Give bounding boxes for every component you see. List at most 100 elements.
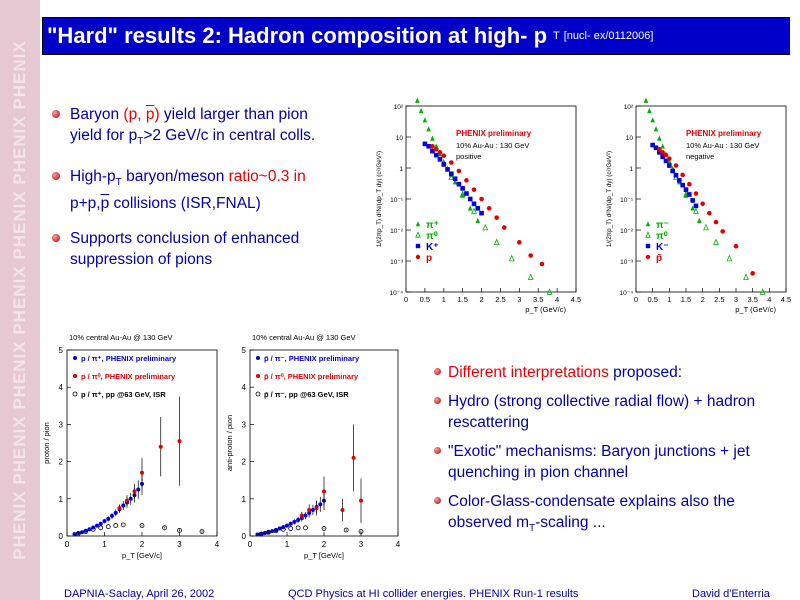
data-point — [288, 521, 293, 526]
spectra-positive-plot: 0 0.5 1 1.5 2 2.5 3 3.5 4 4.5 10⁻⁴ 10⁻³ 10⁻² 10⁻¹ 1 10 1… — [376, 97, 581, 314]
data-point — [467, 205, 473, 211]
title-subscript: T — [553, 30, 560, 42]
data-point — [452, 179, 458, 185]
x-tick-label: 2 — [140, 540, 145, 549]
x-tick-label: 2.5 — [714, 295, 724, 304]
y-tick-label: 5 — [59, 346, 64, 355]
legend-marker — [415, 231, 421, 238]
x-tick-label: 2 — [701, 295, 705, 304]
data-point — [351, 455, 356, 460]
data-point — [258, 531, 264, 537]
spectra-negative-plot: 0 0.5 1 1.5 2 2.5 3 3.5 4 4.5 10⁻⁴ 10⁻³ 10⁻² 10⁻¹ 1 10 1… — [606, 97, 791, 314]
bullet-pion-suppression: Supports conclusion of enhanced suppress… — [52, 228, 362, 270]
data-point — [295, 525, 301, 531]
x-tick-label: 1.5 — [457, 295, 467, 304]
data-point — [475, 206, 481, 211]
data-point — [703, 223, 709, 231]
data-point — [299, 513, 304, 518]
data-point — [677, 178, 682, 183]
x-axis-label: p_T (GeV/c) — [735, 305, 776, 314]
data-point — [303, 513, 308, 518]
data-point — [72, 532, 77, 537]
data-point — [759, 288, 766, 295]
data-point — [98, 525, 104, 531]
data-point — [448, 173, 455, 181]
y-tick-label: 2 — [59, 458, 64, 467]
y-tick-label: 3 — [59, 420, 64, 429]
x-tick-label: 4 — [396, 540, 401, 549]
bullet-interpretations: Different interpretations proposed: — [434, 362, 794, 383]
data-point — [106, 516, 111, 521]
y-tick-label: 4 — [59, 383, 64, 392]
data-point — [90, 526, 96, 532]
y-axis-label: 1/(2πp_T) d²N/(dp_T dy) (c²/GeV²) — [376, 151, 383, 247]
data-point — [199, 529, 205, 534]
data-point — [713, 219, 719, 225]
data-point — [653, 145, 659, 151]
y-tick-label: 10² — [624, 104, 634, 111]
legend-label: p̄ / π⁻, pp @63 GeV, ISR — [264, 390, 349, 399]
footer-right: David d'Enterria — [692, 588, 770, 600]
data-point — [493, 238, 500, 246]
data-point — [733, 243, 739, 249]
plot-title: PHENIX preliminary — [456, 129, 532, 138]
y-tick-label: 10⁻³ — [390, 259, 404, 266]
data-point — [527, 273, 534, 280]
legend-label: p / π⁺, PHENIX preliminary — [81, 354, 177, 363]
data-point — [528, 253, 533, 258]
x-tick-label: 4 — [555, 295, 559, 304]
y-tick-label: 1 — [242, 495, 247, 504]
legend-marker — [415, 221, 421, 227]
data-point — [501, 225, 507, 230]
legend-marker — [645, 231, 651, 238]
plot-title: PHENIX preliminary — [686, 129, 762, 138]
x-tick-label: 0 — [65, 540, 70, 549]
panel-label: positive — [456, 152, 481, 161]
bullet-hydro: Hydro (strong collective radial flow) + … — [434, 391, 794, 433]
data-point — [667, 163, 672, 168]
legend-marker — [415, 243, 421, 249]
data-point — [273, 528, 279, 534]
data-point — [479, 196, 484, 202]
y-tick-label: 10⁻² — [620, 228, 634, 235]
x-tick-label: 4.5 — [571, 295, 581, 304]
legend-label: p̄ / π⁻, PHENIX preliminary — [264, 354, 360, 363]
x-tick-label: 4 — [767, 295, 771, 304]
data-point — [117, 506, 122, 511]
legend-marker — [645, 221, 651, 227]
data-point — [673, 173, 679, 178]
data-point — [680, 182, 685, 188]
y-tick-label: 2 — [242, 458, 247, 467]
data-point — [270, 529, 275, 534]
data-point — [667, 156, 672, 161]
x-tick-label: 3 — [177, 540, 182, 549]
data-point — [657, 135, 662, 141]
data-point — [433, 152, 439, 158]
footer-center: QCD Physics at HI collider energies. PHE… — [288, 588, 579, 600]
data-point — [321, 526, 327, 531]
data-point — [125, 498, 129, 503]
plot-title: 10% central Au-Au @ 130 GeV — [252, 333, 356, 342]
data-point — [113, 523, 119, 528]
x-tick-label: 2.5 — [495, 295, 505, 304]
x-tick-label: 0.5 — [647, 295, 657, 304]
data-point — [650, 142, 655, 148]
data-point — [113, 510, 118, 515]
x-tick-label: 2 — [479, 295, 483, 304]
data-point — [105, 524, 111, 530]
data-point — [464, 178, 469, 183]
bullet-baryon-meson-ratio: High-pT baryon/meson ratio~0.3 in p+p,p c… — [52, 166, 362, 214]
data-point — [690, 198, 695, 203]
bullet-dot-icon — [434, 497, 441, 504]
bullet-color-glass: Color-Glass-condensate explains also the… — [434, 491, 794, 539]
data-point — [280, 526, 286, 532]
legend-label: p / π⁺, pp @63 GeV, ISR — [81, 390, 166, 399]
legend-marker — [72, 391, 78, 397]
data-point — [98, 521, 103, 526]
data-point — [426, 126, 431, 132]
data-point — [340, 507, 345, 512]
data-point — [285, 523, 289, 528]
legend-label: π⁰ — [426, 231, 438, 242]
data-point — [464, 191, 469, 196]
legend-label: π⁰ — [656, 231, 668, 242]
